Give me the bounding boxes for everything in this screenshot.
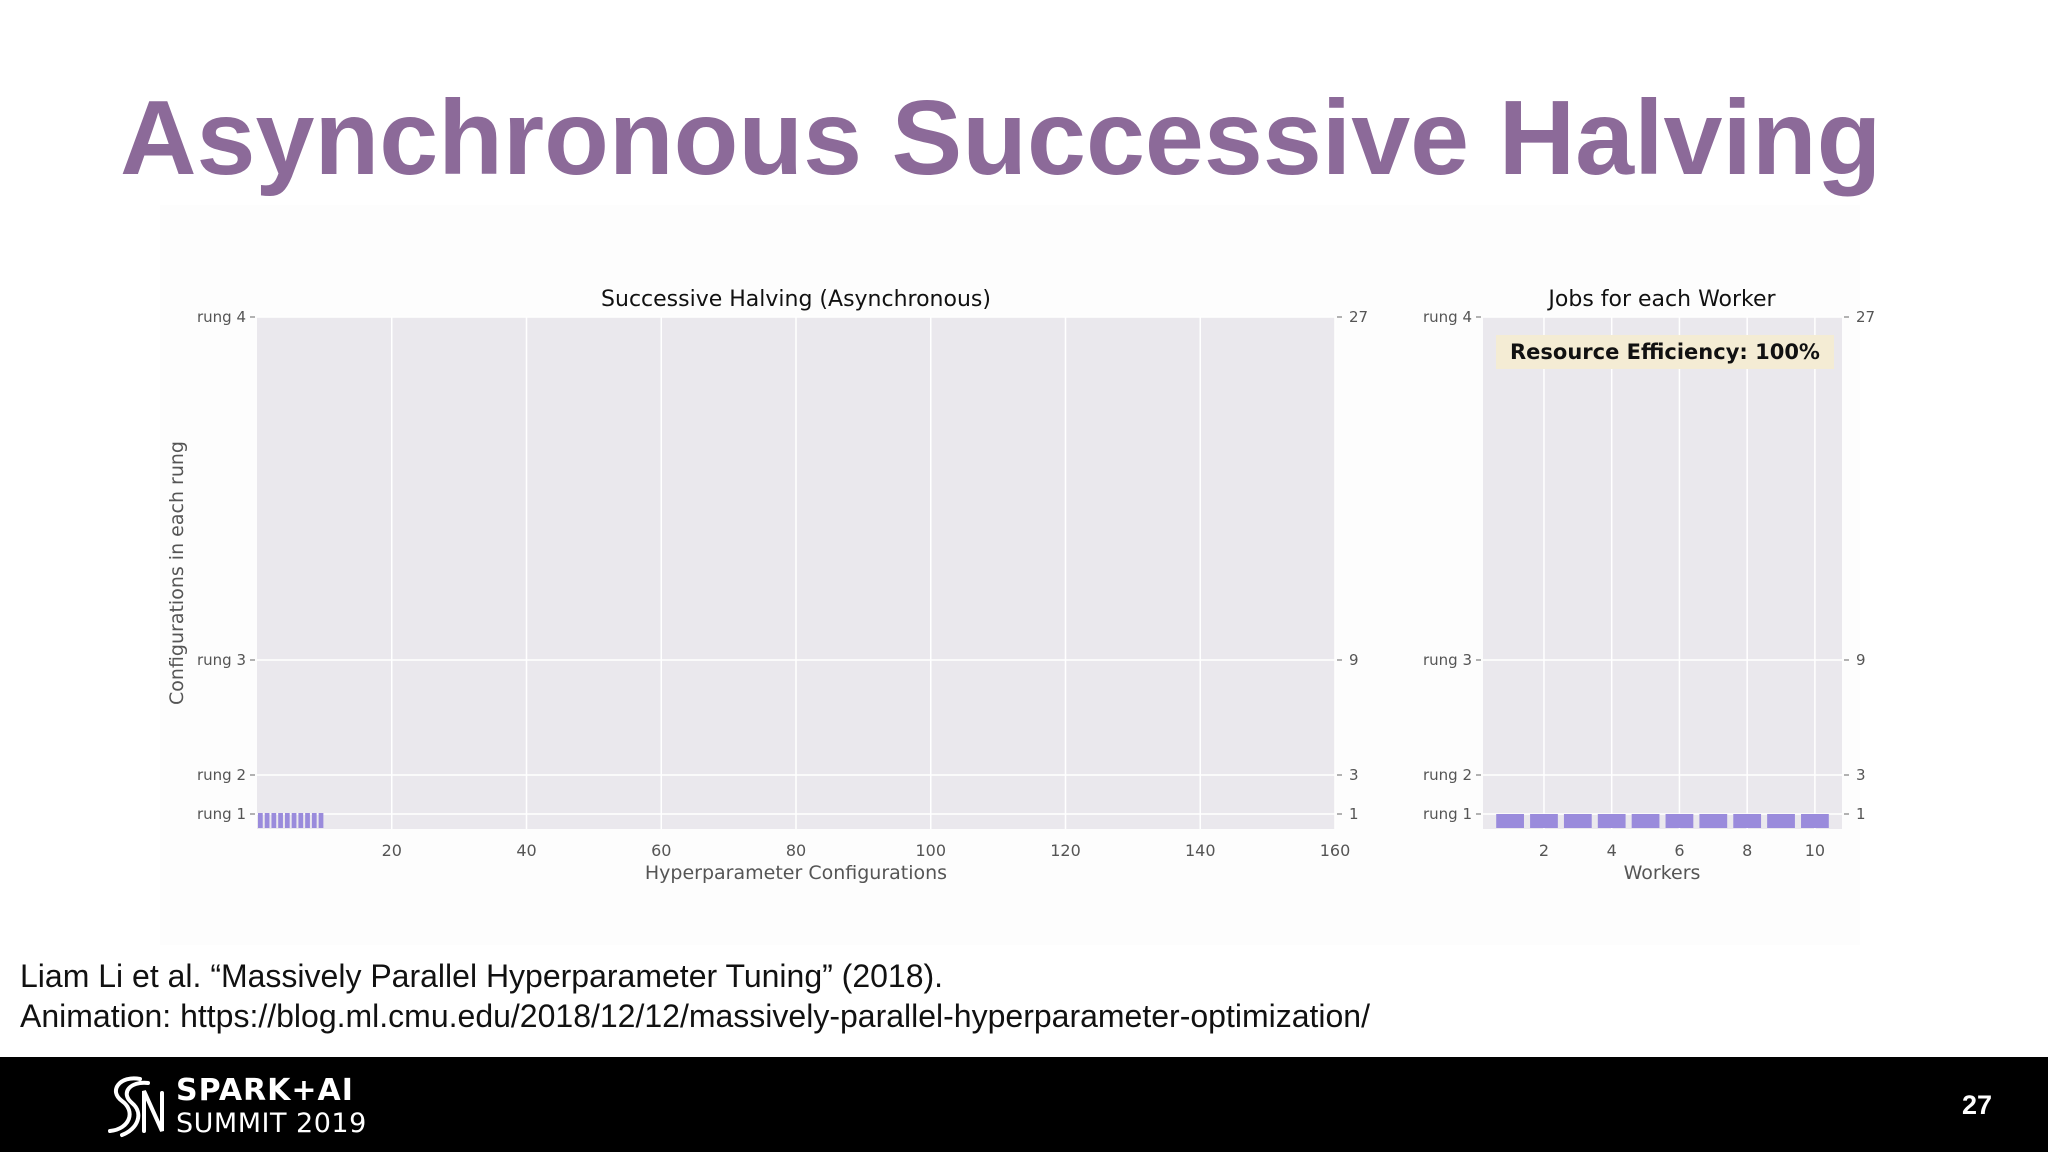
citation-paper: Liam Li et al. “Massively Parallel Hyper…	[20, 958, 944, 994]
left-x-tick-label: 120	[1050, 841, 1081, 860]
left-x-tick-label: 40	[516, 841, 536, 860]
left-y-tick-label: rung 4	[197, 308, 246, 326]
left-bar-config-9	[311, 813, 317, 828]
left-y2-ticks: 1 3 9 27	[1337, 308, 1368, 823]
left-y2-tick-label: 9	[1349, 651, 1359, 669]
left-y-ticks: rung 1 rung 2 rung 3 rung 4	[197, 308, 255, 823]
left-y-tick-label: rung 3	[197, 651, 246, 669]
left-x-tick-label: 160	[1320, 841, 1351, 860]
right-x-tick-label: 2	[1539, 841, 1549, 860]
right-x-tick-label: 6	[1674, 841, 1684, 860]
right-chart-title: Jobs for each Worker	[1546, 287, 1776, 312]
left-x-axis-label: Hyperparameter Configurations	[645, 862, 947, 884]
left-bar-config-2	[264, 813, 270, 828]
left-x-tick-label: 20	[382, 841, 402, 860]
right-y2-tick-label: 27	[1856, 308, 1875, 326]
right-y-ticks: rung 1 rung 2 rung 3 rung 4	[1423, 308, 1481, 823]
right-bar-worker-8	[1733, 814, 1762, 828]
spark-logo-icon	[108, 1076, 164, 1137]
left-y-tick-label: rung 2	[197, 766, 246, 784]
right-x-ticks: 2 4 6 8 10	[1539, 841, 1825, 860]
right-bar-worker-7	[1699, 814, 1728, 828]
logo-line-1: SPARK+AI	[176, 1072, 354, 1108]
left-bar-config-1	[258, 813, 263, 828]
left-chart-title: Successive Halving (Asynchronous)	[601, 287, 991, 312]
right-y2-tick-label: 9	[1856, 651, 1866, 669]
left-bar-config-4	[278, 813, 283, 828]
right-bar-worker-5	[1631, 814, 1660, 828]
right-bars	[1496, 814, 1829, 828]
right-plot-area	[1483, 317, 1842, 829]
right-x-axis-label: Workers	[1624, 862, 1701, 884]
right-bar-worker-3	[1563, 814, 1592, 828]
left-gridlines	[257, 316, 1336, 829]
left-y2-tick-label: 27	[1349, 308, 1368, 326]
left-x-ticks: 20 40 60 80 100 120 140 160	[382, 841, 1351, 860]
right-bar-worker-6	[1665, 814, 1694, 828]
left-y-tick-label: rung 1	[197, 805, 246, 823]
left-bar-config-8	[305, 813, 310, 828]
right-y-tick-label: rung 1	[1423, 805, 1472, 823]
right-bar-worker-2	[1530, 814, 1558, 828]
resource-efficiency-label: Resource Efficiency: 100%	[1510, 340, 1820, 364]
right-x-tick-label: 10	[1805, 841, 1825, 860]
left-bar-config-5	[284, 813, 290, 828]
logo-line-2: SUMMIT 2019	[176, 1107, 367, 1139]
page-number: 27	[1961, 1090, 1992, 1120]
left-y2-tick-label: 3	[1349, 766, 1359, 784]
right-x-tick-label: 8	[1742, 841, 1752, 860]
right-bar-worker-1	[1496, 814, 1524, 828]
left-y2-tick-label: 1	[1349, 805, 1359, 823]
slide-title: Asynchronous Successive Halving	[120, 79, 1882, 197]
left-bars	[258, 813, 324, 828]
left-x-tick-label: 100	[915, 841, 946, 860]
right-bar-worker-9	[1767, 814, 1795, 828]
right-y-tick-label: rung 3	[1423, 651, 1472, 669]
left-y-axis-label: Configurations in each rung	[166, 441, 188, 705]
right-y2-tick-label: 3	[1856, 766, 1866, 784]
chart-jobs-per-worker: rung 1 rung 2 rung 3 rung 4 1 3 9 27 2 4 6 8 10 Jo…	[1423, 287, 1875, 884]
left-x-tick-label: 60	[651, 841, 671, 860]
right-x-tick-label: 4	[1607, 841, 1617, 860]
left-bar-config-6	[291, 813, 297, 828]
right-y2-ticks: 1 3 9 27	[1844, 308, 1875, 823]
right-y-tick-label: rung 2	[1423, 766, 1472, 784]
right-y2-tick-label: 1	[1856, 805, 1866, 823]
chart-successive-halving: rung 1 rung 2 rung 3 rung 4 1 3 9 27 20 40 60 80 1…	[166, 287, 1368, 884]
left-bar-config-10	[318, 813, 324, 828]
right-bar-worker-4	[1597, 814, 1626, 828]
right-bar-worker-10	[1801, 814, 1829, 828]
citation-animation-link[interactable]: Animation: https://blog.ml.cmu.edu/2018/…	[20, 998, 1370, 1034]
left-bar-config-3	[271, 813, 277, 828]
left-bar-config-7	[298, 813, 304, 828]
footer-bar: SPARK+AI SUMMIT 2019 27	[0, 1057, 2048, 1152]
right-y-tick-label: rung 4	[1423, 308, 1472, 326]
spark-ai-summit-logo: SPARK+AI SUMMIT 2019	[100, 1071, 367, 1141]
left-x-tick-label: 80	[786, 841, 806, 860]
left-x-tick-label: 140	[1185, 841, 1216, 860]
resource-efficiency-box	[1496, 335, 1834, 369]
